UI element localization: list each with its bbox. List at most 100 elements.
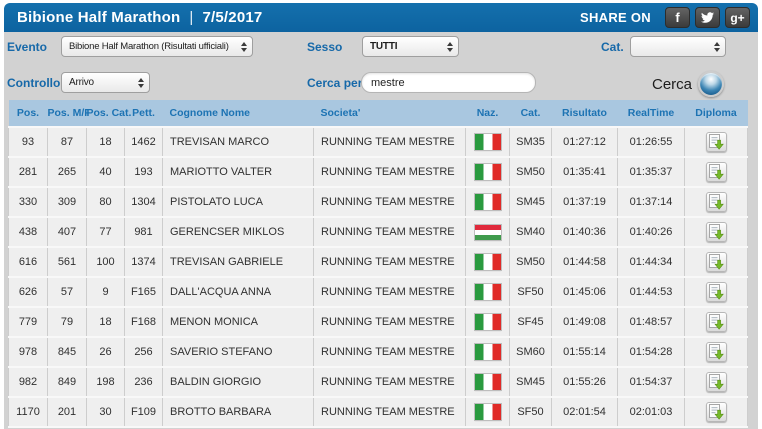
diploma-download-icon[interactable]	[705, 162, 727, 182]
cell-pos: 978	[8, 337, 48, 368]
cell-diploma	[684, 187, 748, 218]
cell-pos: 982	[8, 367, 48, 398]
table-row[interactable]: 626 57 9 F165 DALL'ACQUA ANNA RUNNING TE…	[8, 277, 748, 308]
cell-pos: 1170	[8, 397, 48, 428]
cell-pos-mf: 561	[47, 247, 87, 278]
cell-cat: SF45	[509, 307, 552, 338]
cell-pos-mf: 845	[47, 337, 87, 368]
sesso-select[interactable]: TUTTI	[362, 36, 459, 57]
cell-risultato: 01:45:06	[551, 277, 618, 308]
diploma-download-icon[interactable]	[705, 252, 727, 272]
cell-pos-cat: 40	[86, 157, 125, 188]
column-header-soc[interactable]: Societa'	[313, 100, 466, 128]
column-header-rt[interactable]: RealTime	[617, 100, 685, 128]
table-row[interactable]: 330 309 80 1304 PISTOLATO LUCA RUNNING T…	[8, 187, 748, 218]
table-row[interactable]: 93 87 18 1462 TREVISAN MARCO RUNNING TEA…	[8, 127, 748, 158]
cell-societa: RUNNING TEAM MESTRE	[313, 187, 466, 218]
cell-cat: SM60	[509, 337, 552, 368]
cell-pos: 438	[8, 217, 48, 248]
cat-select[interactable]	[630, 36, 726, 57]
diploma-download-icon[interactable]	[705, 192, 727, 212]
cell-diploma	[684, 217, 748, 248]
column-header-dip[interactable]: Diploma	[684, 100, 748, 128]
diploma-download-icon[interactable]	[705, 372, 727, 392]
cell-societa: RUNNING TEAM MESTRE	[313, 127, 466, 158]
cell-pett: 256	[124, 337, 163, 368]
search-input[interactable]	[361, 72, 536, 93]
table-row[interactable]: 1170 201 30 F109 BROTTO BARBARA RUNNING …	[8, 397, 748, 428]
cell-naz	[465, 277, 510, 308]
column-header-cat[interactable]: Cat.	[509, 100, 552, 128]
cell-pett: F165	[124, 277, 163, 308]
facebook-icon[interactable]: f	[665, 7, 690, 28]
cell-realtime: 01:37:14	[617, 187, 685, 218]
ita-flag-icon	[474, 374, 501, 390]
diploma-download-icon[interactable]	[705, 132, 727, 152]
cell-pos-cat: 18	[86, 307, 125, 338]
cell-pos: 616	[8, 247, 48, 278]
cell-pos-cat: 26	[86, 337, 125, 368]
evento-select[interactable]: Bibione Half Marathon (Risultati ufficia…	[61, 36, 253, 57]
table-row[interactable]: 616 561 100 1374 TREVISAN GABRIELE RUNNI…	[8, 247, 748, 278]
diploma-download-icon[interactable]	[705, 282, 727, 302]
cell-pett: 1304	[124, 187, 163, 218]
googleplus-icon[interactable]: g+	[725, 7, 750, 28]
controllo-select[interactable]: Arrivo	[61, 72, 150, 93]
cell-risultato: 02:01:54	[551, 397, 618, 428]
cell-cat: SM35	[509, 127, 552, 158]
cell-pos: 626	[8, 277, 48, 308]
cell-diploma	[684, 157, 748, 188]
cell-risultato: 01:37:19	[551, 187, 618, 218]
column-header-nome[interactable]: Cognome Nome	[162, 100, 314, 128]
diploma-download-icon[interactable]	[705, 312, 727, 332]
table-row[interactable]: 978 845 26 256 SAVERIO STEFANO RUNNING T…	[8, 337, 748, 368]
column-header-naz[interactable]: Naz.	[465, 100, 510, 128]
cell-realtime: 01:54:28	[617, 337, 685, 368]
cell-realtime: 02:01:03	[617, 397, 685, 428]
table-header-row: Pos. Pos. M/F Pos. Cat. Pett. Cognome Nome So…	[8, 100, 748, 128]
cell-pos: 281	[8, 157, 48, 188]
twitter-bird-icon[interactable]	[695, 7, 720, 28]
cell-realtime: 01:26:55	[617, 127, 685, 158]
table-row[interactable]: 982 849 198 236 BALDIN GIORGIO RUNNING T…	[8, 367, 748, 398]
cell-pos-mf: 407	[47, 217, 87, 248]
cell-risultato: 01:40:36	[551, 217, 618, 248]
diploma-download-icon[interactable]	[705, 222, 727, 242]
evento-label: Evento	[7, 40, 48, 54]
cell-societa: RUNNING TEAM MESTRE	[313, 247, 466, 278]
column-header-pett[interactable]: Pett.	[124, 100, 163, 128]
ita-flag-icon	[474, 314, 501, 330]
table-row[interactable]: 281 265 40 193 MARIOTTO VALTER RUNNING T…	[8, 157, 748, 188]
cell-pos-mf: 87	[47, 127, 87, 158]
table-row[interactable]: 779 79 18 F168 MENON MONICA RUNNING TEAM…	[8, 307, 748, 338]
up-down-arrows-icon	[709, 41, 720, 52]
cerca-search-button[interactable]: Cerca	[652, 71, 725, 97]
cell-societa: RUNNING TEAM MESTRE	[313, 157, 466, 188]
cell-pos-cat: 80	[86, 187, 125, 218]
cell-pos-mf: 57	[47, 277, 87, 308]
column-header-poscat[interactable]: Pos. Cat.	[86, 100, 131, 128]
cell-pos-mf: 849	[47, 367, 87, 398]
event-date: 7/5/2017	[202, 9, 263, 26]
column-header-ris[interactable]: Risultato	[551, 100, 618, 128]
cell-naz	[465, 247, 510, 278]
cell-realtime: 01:40:26	[617, 217, 685, 248]
controllo-label: Controllo	[7, 76, 61, 90]
column-header-posmf[interactable]: Pos. M/F	[47, 100, 91, 128]
cell-risultato: 01:49:08	[551, 307, 618, 338]
cell-cognome-nome: GERENCSER MIKLOS	[162, 217, 314, 248]
cell-pett: 1374	[124, 247, 163, 278]
diploma-download-icon[interactable]	[705, 342, 727, 362]
cell-realtime: 01:44:34	[617, 247, 685, 278]
results-table-body: 93 87 18 1462 TREVISAN MARCO RUNNING TEA…	[8, 127, 748, 428]
cell-cognome-nome: MENON MONICA	[162, 307, 314, 338]
diploma-download-icon[interactable]	[705, 402, 727, 422]
cell-naz	[465, 157, 510, 188]
table-row[interactable]: 438 407 77 981 GERENCSER MIKLOS RUNNING …	[8, 217, 748, 248]
cell-pos-mf: 309	[47, 187, 87, 218]
column-header-pos[interactable]: Pos.	[8, 100, 48, 128]
evento-selected-value: Bibione Half Marathon (Risultati ufficia…	[69, 41, 229, 52]
cell-pos: 93	[8, 127, 48, 158]
cell-cat: SF50	[509, 277, 552, 308]
cell-diploma	[684, 277, 748, 308]
